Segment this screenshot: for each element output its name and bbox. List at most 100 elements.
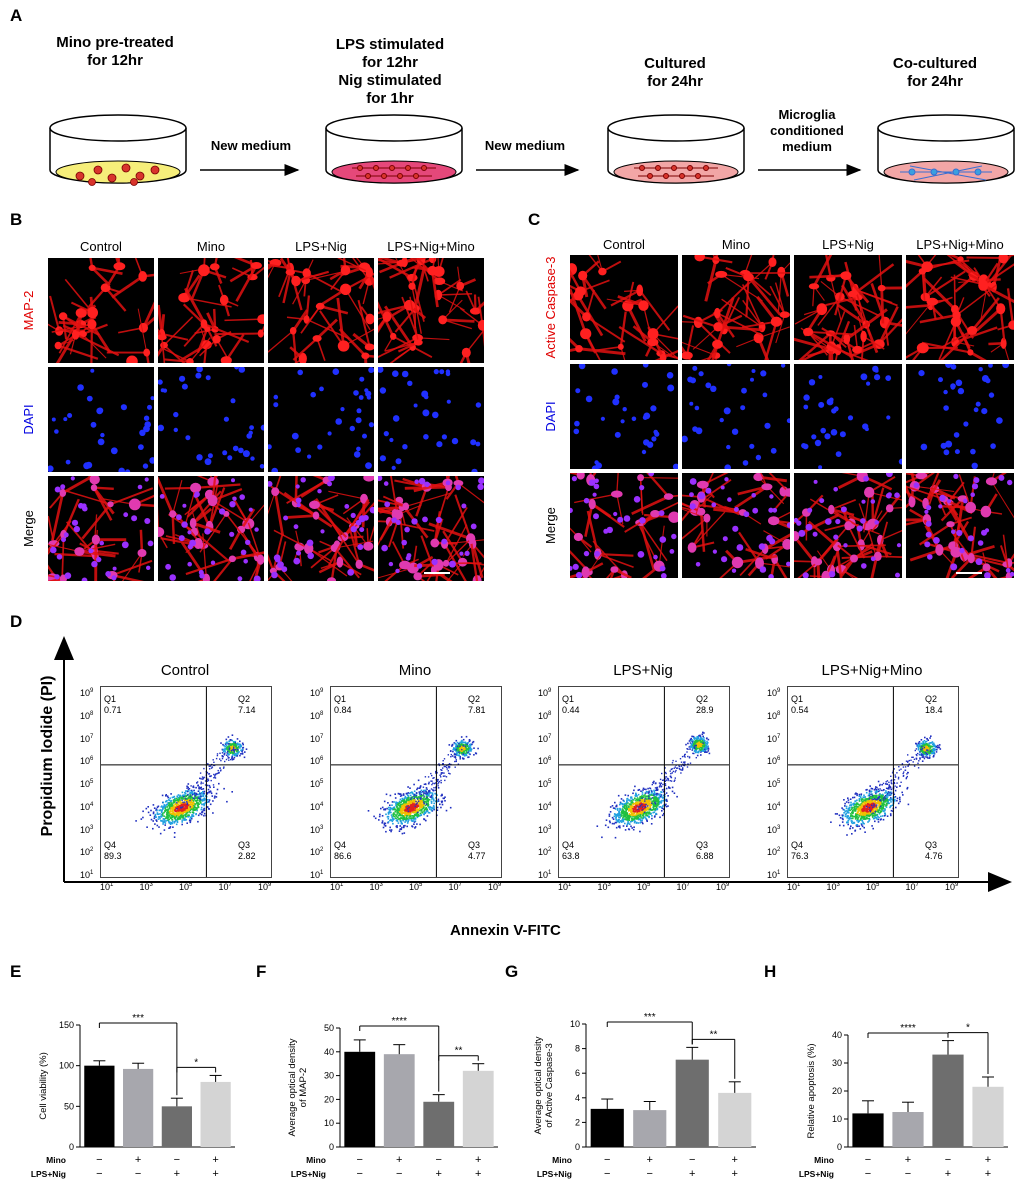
mino-sign: − (174, 1154, 180, 1166)
dish-2 (325, 114, 463, 184)
panel-label-a: A (10, 6, 23, 25)
step-3-text: Cultured for 24hr (600, 55, 750, 91)
flow-x-tick: 103 (826, 882, 840, 892)
quadrant-label-q4: Q4 86.6 (334, 840, 352, 861)
quadrant-label-q2: Q2 7.81 (468, 694, 486, 715)
mino-sign: − (945, 1154, 951, 1166)
flow-x-tick: 105 (409, 882, 423, 892)
lps-nig-row-label: LPS+Nig (537, 1169, 572, 1179)
mino-sign: − (357, 1154, 363, 1166)
panel-label-d: D (10, 612, 23, 631)
flow-x-tick: 109 (716, 882, 730, 892)
flow-y-tick: 104 (80, 801, 94, 812)
lps-nig-sign: + (475, 1168, 481, 1179)
lps-nig-sign: − (396, 1168, 402, 1179)
panelC-micrograph (884, 234, 1021, 390)
lps-nig-row-label: LPS+Nig (799, 1169, 834, 1179)
flow-y-tick: 107 (538, 733, 552, 744)
lps-nig-row-label: LPS+Nig (291, 1169, 326, 1179)
arrow-3-line1: Microglia (778, 107, 836, 122)
bar (200, 1081, 231, 1147)
quadrant-label-q3: Q3 4.77 (468, 840, 486, 861)
lps-nig-sign: + (212, 1168, 218, 1179)
scale-bar (424, 572, 450, 574)
flow-x-tick: 103 (369, 882, 383, 892)
flow-x-tick: 101 (787, 882, 801, 892)
bar (932, 1054, 964, 1147)
y-tick-label: 30 (324, 1071, 334, 1081)
flow-plot-title: LPS+Nig (613, 662, 673, 679)
bar (590, 1108, 624, 1147)
step-3-line2: for 24hr (647, 73, 703, 90)
y-axis-label: Cell viability (%) (38, 1052, 49, 1120)
step-2-line3: Nig stimulated (338, 72, 442, 89)
y-tick-label: 10 (570, 1019, 580, 1029)
y-tick-label: 40 (832, 1030, 842, 1040)
bar (344, 1051, 376, 1147)
sig-label: ** (455, 1046, 463, 1057)
sig-label: *** (132, 1013, 144, 1024)
mino-sign: + (396, 1154, 402, 1166)
panelB-micrograph (47, 367, 156, 475)
quadrant-label-q3: Q3 2.82 (238, 840, 256, 861)
mino-sign: + (985, 1154, 991, 1166)
lps-nig-sign: + (985, 1168, 991, 1179)
mino-sign: + (475, 1154, 481, 1166)
flow-y-tick: 107 (767, 733, 781, 744)
step-2-line2: for 12hr (362, 54, 418, 71)
flow-y-tick: 104 (767, 801, 781, 812)
flow-y-tick: 106 (310, 756, 324, 767)
dish-3 (607, 114, 745, 184)
bar (852, 1113, 884, 1147)
arrow-2-line1: New medium (484, 138, 566, 153)
arrow-1-line1: New medium (210, 138, 292, 153)
bar (84, 1065, 115, 1147)
sig-label: *** (644, 1012, 656, 1023)
arrow-1-label: New medium (196, 138, 306, 154)
mino-row-label: Mino (552, 1155, 572, 1165)
panel-label-b: B (10, 210, 23, 229)
y-tick-label: 50 (64, 1101, 74, 1111)
lps-nig-sign: − (647, 1168, 653, 1179)
mino-sign: + (905, 1154, 911, 1166)
flow-plot (100, 686, 272, 878)
step-2-text: LPS stimulated for 12hr Nig stimulated f… (315, 36, 465, 108)
panelC-micrograph (788, 233, 922, 392)
y-tick-label: 40 (324, 1047, 334, 1057)
flow-y-tick: 106 (538, 756, 552, 767)
flow-x-tick: 105 (866, 882, 880, 892)
flow-y-tick: 101 (767, 870, 781, 880)
flow-y-tick: 102 (310, 847, 324, 858)
y-tick-label: 4 (575, 1093, 580, 1103)
y-axis-label: Relative apoptosis (%) (806, 1043, 817, 1138)
quadrant-label-q3: Q3 6.88 (696, 840, 714, 861)
flow-y-tick: 108 (767, 710, 781, 721)
y-tick-label: 20 (324, 1094, 334, 1104)
lps-nig-row-label: LPS+Nig (31, 1169, 66, 1179)
flow-y-tick: 106 (80, 756, 94, 767)
y-tick-label: 100 (59, 1061, 74, 1071)
quadrant-label-q2: Q2 28.9 (696, 694, 714, 715)
quadrant-label-q1: Q1 0.54 (791, 694, 809, 715)
mino-sign: − (865, 1154, 871, 1166)
sig-label: * (194, 1057, 198, 1068)
panelC-micrograph (542, 431, 709, 602)
flow-y-tick: 108 (80, 710, 94, 721)
y-axis-label: Average optical density (533, 1036, 544, 1134)
y-tick-label: 30 (832, 1058, 842, 1068)
panelB-micrograph (256, 229, 410, 401)
flow-x-tick: 105 (637, 882, 651, 892)
panelC-micrograph (906, 361, 1014, 469)
sig-label: ** (710, 1029, 718, 1040)
panel-label-e: E (10, 962, 22, 981)
panelB-col-title: LPS+Nig+Mino (387, 239, 475, 254)
quadrant-label-q4: Q4 76.3 (791, 840, 809, 861)
flow-y-tick: 105 (310, 779, 324, 789)
arrow-2-label: New medium (470, 138, 580, 154)
flow-plot-title: Control (160, 662, 210, 679)
flow-y-tick: 101 (310, 870, 324, 880)
panelC-micrograph (794, 364, 905, 470)
flow-x-tick: 101 (558, 882, 572, 892)
panelB-col-title: Control (80, 239, 122, 254)
